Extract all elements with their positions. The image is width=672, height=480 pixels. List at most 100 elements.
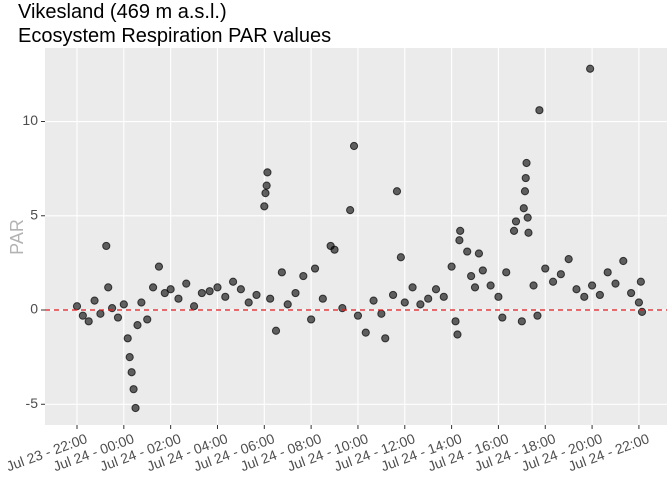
data-point [377, 309, 386, 318]
data-point [439, 292, 448, 301]
data-point [244, 298, 253, 307]
data-point [416, 300, 425, 309]
data-point [299, 271, 308, 281]
data-point [533, 311, 542, 320]
data-point [330, 245, 339, 254]
data-point [197, 288, 206, 298]
data-point [307, 315, 316, 324]
data-point [78, 311, 87, 320]
data-point [463, 247, 472, 256]
y-tick-label: 5 [30, 206, 38, 222]
data-point [102, 241, 111, 251]
data-point [519, 204, 528, 213]
plot-panel [45, 48, 667, 425]
data-point [474, 249, 484, 258]
data-point [587, 281, 597, 290]
data-point [595, 290, 604, 300]
data-point [318, 294, 327, 303]
data-point [263, 168, 272, 177]
data-point [388, 290, 398, 300]
data-point [548, 277, 558, 286]
data-point [535, 106, 544, 115]
data-point [611, 279, 620, 288]
data-point [72, 302, 82, 311]
data-point [338, 304, 347, 313]
data-point [291, 288, 300, 298]
data-point [260, 202, 269, 211]
data-point [119, 300, 128, 309]
data-point [349, 141, 359, 151]
data-point [148, 283, 158, 292]
data-point [408, 283, 417, 292]
data-point [564, 255, 573, 264]
data-point [236, 285, 245, 294]
data-point [586, 64, 595, 73]
data-point [580, 292, 589, 301]
data-point [182, 279, 191, 288]
data-point [189, 302, 199, 311]
chart-subtitle: Ecosystem Respiration PAR values [18, 25, 331, 47]
data-point [494, 292, 503, 301]
data-point [627, 288, 636, 298]
data-point [523, 213, 532, 222]
data-point [453, 330, 462, 339]
data-point [252, 290, 261, 300]
data-point [603, 268, 612, 277]
data-point [400, 298, 409, 307]
data-point [486, 281, 495, 290]
data-point [283, 300, 292, 309]
data-point [381, 334, 390, 343]
data-point [529, 281, 538, 290]
data-point [361, 328, 370, 337]
data-point [517, 317, 526, 326]
data-point [96, 309, 105, 318]
data-point [637, 307, 647, 316]
chart-title: Vikesland (469 m a.s.l.) [18, 1, 227, 23]
data-point [353, 311, 363, 320]
data-point [160, 288, 169, 298]
data-point [451, 317, 460, 326]
data-point [221, 292, 230, 301]
data-point [131, 403, 140, 413]
data-point [456, 226, 465, 235]
data-point [127, 368, 136, 377]
data-point [346, 206, 355, 215]
data-point [509, 226, 519, 235]
data-point [572, 285, 581, 294]
data-point [502, 268, 511, 277]
data-point [310, 264, 320, 273]
data-point [123, 334, 132, 343]
y-axis-label: PAR [7, 219, 27, 255]
data-point [174, 294, 183, 303]
data-point [498, 313, 507, 322]
data-point [424, 294, 433, 303]
data-point [129, 385, 138, 394]
data-point [277, 268, 286, 277]
data-point [261, 189, 270, 198]
data-point [455, 236, 464, 245]
data-point [104, 283, 113, 292]
data-point [205, 287, 214, 296]
data-point [133, 320, 142, 330]
data-point [478, 266, 487, 275]
data-point [108, 304, 117, 313]
data-point [431, 285, 441, 294]
data-point [266, 294, 275, 303]
data-point [634, 298, 644, 307]
data-point [262, 181, 271, 190]
data-point [113, 313, 123, 322]
data-point [396, 253, 405, 262]
data-point [619, 256, 628, 266]
data-point [137, 298, 146, 307]
data-point [392, 187, 402, 196]
data-point [541, 264, 550, 273]
data-point [84, 317, 93, 326]
data-point [524, 228, 533, 237]
y-tick-label: -5 [26, 395, 39, 411]
data-point [520, 187, 530, 196]
data-point [556, 270, 565, 279]
data-point [467, 271, 476, 281]
data-point [213, 283, 222, 292]
data-point [90, 296, 99, 305]
